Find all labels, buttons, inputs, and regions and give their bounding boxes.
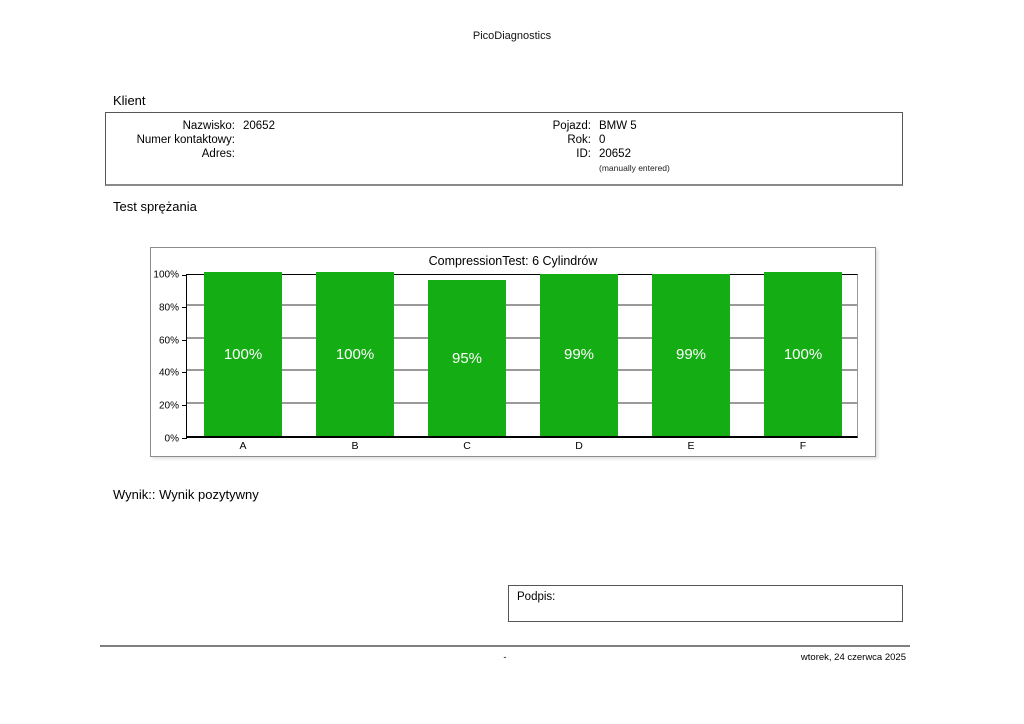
- field-nazwisko: Nazwisko: 20652: [112, 120, 275, 132]
- test-section-title: Test sprężania: [113, 199, 197, 214]
- field-id-label: ID:: [576, 148, 591, 160]
- field-numer-kontaktowy: Numer kontaktowy:: [112, 134, 243, 146]
- bar-E: 99%: [652, 273, 730, 436]
- footer-rule: [100, 645, 910, 647]
- bar-value-label-E: 99%: [675, 346, 707, 364]
- field-nazwisko-value: 20652: [243, 120, 275, 132]
- result-label: Wynik::: [113, 487, 156, 502]
- xtick-label-C: C: [463, 440, 471, 452]
- bar-value-label-C: 95%: [451, 349, 483, 367]
- field-rok-value: 0: [599, 134, 606, 146]
- bar-F: 100%: [764, 272, 842, 436]
- ytick-label-80: 80%: [158, 302, 179, 314]
- field-numer-kontaktowy-label: Numer kontaktowy:: [136, 134, 235, 146]
- chart-title: CompressionTest: 6 Cylindrów: [428, 254, 598, 268]
- footer-page-marker: -: [503, 652, 507, 663]
- field-pojazd: Pojazd: BMW 5: [511, 120, 637, 132]
- ytick-mark-40: [182, 372, 187, 374]
- gridline-40: [187, 369, 857, 372]
- bar-A: 100%: [204, 272, 282, 436]
- field-id: ID: 20652: [511, 148, 631, 160]
- field-nazwisko-label: Nazwisko:: [182, 120, 235, 132]
- field-id-value: 20652: [599, 148, 631, 160]
- page-title: PicoDiagnostics: [472, 30, 552, 42]
- xtick-label-D: D: [575, 440, 583, 452]
- ytick-label-40: 40%: [158, 367, 179, 379]
- bar-value-label-A: 100%: [223, 345, 263, 363]
- bar-B: 100%: [316, 272, 394, 436]
- client-section-title: Klient: [113, 93, 146, 108]
- ytick-label-0: 0%: [164, 433, 179, 445]
- ytick-label-100: 100%: [153, 269, 179, 281]
- ytick-mark-60: [182, 339, 187, 341]
- footer-date: wtorek, 24 czerwca 2025: [800, 652, 906, 663]
- bar-C: 95%: [428, 280, 506, 436]
- gridline-60: [187, 336, 857, 339]
- ytick-mark-20: [182, 405, 187, 407]
- bar-value-label-D: 99%: [563, 346, 595, 364]
- field-adres-label: Adres:: [201, 148, 235, 160]
- ytick-mark-0: [182, 438, 187, 439]
- bar-value-label-B: 100%: [335, 345, 375, 363]
- xtick-label-F: F: [799, 440, 807, 452]
- xtick-label-E: E: [687, 440, 695, 452]
- ytick-label-20: 20%: [158, 400, 179, 412]
- field-rok: Rok: 0: [511, 134, 605, 146]
- xtick-label-A: A: [239, 440, 247, 452]
- ytick-mark-100: [182, 275, 187, 276]
- bar-value-label-F: 100%: [783, 345, 823, 363]
- gridline-20: [187, 402, 857, 405]
- gridline-80: [187, 303, 857, 306]
- result-value: Wynik pozytywny: [159, 487, 259, 502]
- xtick-label-B: B: [351, 440, 359, 452]
- field-id-note: (manually entered): [599, 163, 670, 173]
- field-pojazd-label: Pojazd:: [552, 120, 591, 132]
- result-line: Wynik:: Wynik pozytywny: [113, 487, 259, 502]
- field-rok-label: Rok:: [567, 134, 591, 146]
- signature-label: Podpis:: [517, 591, 556, 603]
- client-info-box: Nazwisko: 20652 Numer kontaktowy: Adres: …: [105, 112, 903, 186]
- field-adres: Adres:: [112, 148, 243, 160]
- field-pojazd-value: BMW 5: [599, 120, 637, 132]
- compression-test-chart: CompressionTest: 6 Cylindrów 0% 20% 40% 60%…: [150, 247, 876, 457]
- plot-area: 0% 20% 40% 60% 80% 100% 100% A 100% B 95% C 99% D 99% E…: [153, 270, 858, 452]
- bar-D: 99%: [540, 273, 618, 436]
- ytick-mark-80: [182, 306, 187, 308]
- ytick-label-60: 60%: [158, 335, 179, 347]
- signature-box: Podpis:: [508, 585, 903, 622]
